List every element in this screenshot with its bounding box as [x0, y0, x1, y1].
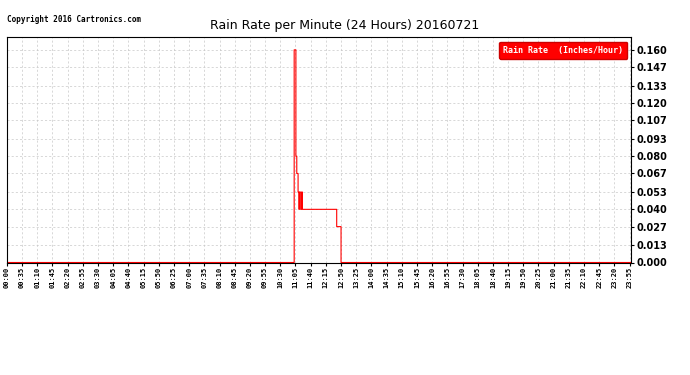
- Legend: Rain Rate  (Inches/Hour): Rain Rate (Inches/Hour): [499, 42, 627, 59]
- Text: Copyright 2016 Cartronics.com: Copyright 2016 Cartronics.com: [7, 15, 141, 24]
- Text: Rain Rate per Minute (24 Hours) 20160721: Rain Rate per Minute (24 Hours) 20160721: [210, 19, 480, 32]
